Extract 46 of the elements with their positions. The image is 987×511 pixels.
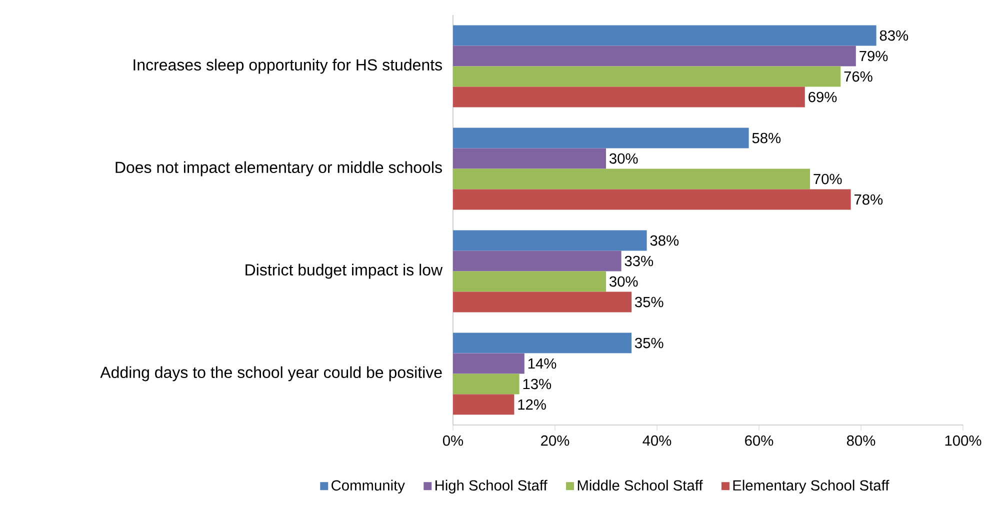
data-label: 30%: [610, 153, 638, 164]
bar: [453, 271, 606, 292]
x-tick-label: 20%: [541, 435, 570, 446]
bar: [453, 394, 514, 415]
data-label: 69%: [808, 92, 837, 102]
bar: [453, 230, 647, 251]
y-tick-label: Increases sleep opportunity for HS students: [134, 58, 442, 74]
x-tick-label: 80%: [846, 435, 876, 446]
x-tick-label: 40%: [642, 435, 672, 446]
bar: [453, 128, 749, 148]
data-label: 78%: [854, 194, 883, 205]
bar: [453, 46, 856, 66]
x-tick-label: 0%: [442, 435, 464, 446]
bar: [453, 250, 622, 272]
data-label: 76%: [844, 71, 872, 82]
bar: [453, 374, 520, 394]
bar: [453, 292, 632, 312]
data-label: 38%: [650, 235, 679, 246]
data-label: 83%: [880, 30, 908, 41]
bar: [453, 332, 632, 354]
bar: [453, 189, 851, 210]
y-tick-label: District budget impact is low: [246, 264, 443, 279]
bar: [453, 66, 841, 87]
data-label: 79%: [860, 50, 888, 62]
bar: [453, 25, 876, 46]
x-tick-label: 60%: [745, 435, 774, 446]
legend-label: High School Staff: [436, 480, 548, 494]
y-tick-label: Adding days to the school year could be positive: [100, 366, 442, 382]
data-label: 13%: [523, 378, 552, 390]
data-label: 35%: [635, 338, 664, 348]
legend-label: Community: [332, 480, 405, 494]
bar: [453, 86, 805, 108]
y-tick-label: Does not impact elementary or middle schools: [116, 161, 442, 176]
data-label: 70%: [814, 174, 842, 184]
bar: [453, 168, 810, 190]
data-label: 33%: [624, 256, 654, 266]
legend-label: Elementary School Staff: [733, 480, 890, 494]
bar: [453, 148, 606, 169]
data-label: 12%: [518, 399, 546, 410]
data-label: 30%: [610, 276, 638, 287]
data-label: 35%: [635, 296, 664, 308]
x-tick-label: 100%: [945, 435, 982, 446]
legend-label: Middle School Staff: [578, 480, 703, 491]
bar: [453, 353, 524, 374]
data-label: 14%: [528, 358, 556, 369]
data-label: 58%: [752, 132, 781, 144]
